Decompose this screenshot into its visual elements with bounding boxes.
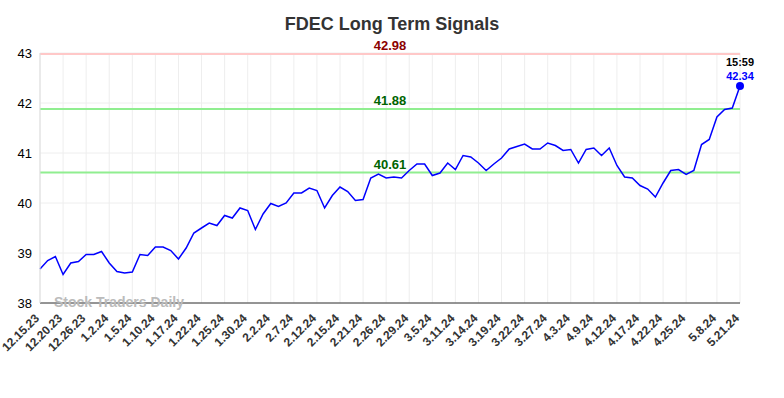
svg-text:1.10.24: 1.10.24 <box>119 311 158 350</box>
svg-text:41.88: 41.88 <box>374 93 407 108</box>
svg-text:4.12.24: 4.12.24 <box>580 311 619 350</box>
svg-text:2.7.24: 2.7.24 <box>262 311 296 345</box>
html-text:FDEC Long Term Signals: FDEC Long Term Signals <box>284 14 500 34</box>
svg-text:40: 40 <box>18 196 32 211</box>
svg-text:43: 43 <box>18 46 32 61</box>
svg-text:1.5.24: 1.5.24 <box>100 311 135 345</box>
svg-text:5.8.24: 5.8.24 <box>685 311 719 345</box>
svg-text:3.22.24: 3.22.24 <box>488 311 527 350</box>
svg-text:42: 42 <box>18 96 32 111</box>
svg-text:3.27.24: 3.27.24 <box>511 311 550 350</box>
svg-text:1.25.24: 1.25.24 <box>188 311 227 350</box>
svg-text:2.2.24: 2.2.24 <box>239 311 273 345</box>
svg-text:4.25.24: 4.25.24 <box>650 311 688 349</box>
svg-text:4.17.24: 4.17.24 <box>603 311 643 350</box>
svg-text:4.22.24: 4.22.24 <box>627 311 666 350</box>
svg-text:2.26.24: 2.26.24 <box>350 311 389 350</box>
svg-text:12.26.23: 12.26.23 <box>45 311 89 355</box>
svg-text:42.98: 42.98 <box>374 38 407 53</box>
svg-text:3.14.24: 3.14.24 <box>442 311 481 350</box>
svg-text:1.17.24: 1.17.24 <box>142 311 181 350</box>
svg-text:40.61: 40.61 <box>374 157 407 172</box>
svg-text:3.19.24: 3.19.24 <box>465 311 504 350</box>
svg-text:1.2.24: 1.2.24 <box>77 311 112 345</box>
svg-text:2.15.24: 2.15.24 <box>303 311 343 350</box>
svg-text:2.12.24: 2.12.24 <box>280 311 319 350</box>
svg-text:4.3.24: 4.3.24 <box>539 311 573 345</box>
svg-text:41: 41 <box>18 146 32 161</box>
svg-text:2.29.24: 2.29.24 <box>373 311 412 350</box>
svg-text:4.9.24: 4.9.24 <box>562 311 596 345</box>
svg-text:1.22.24: 1.22.24 <box>165 311 204 350</box>
svg-text:39: 39 <box>18 246 32 261</box>
svg-text:42.34: 42.34 <box>726 70 754 82</box>
html-text:Stock Traders Daily: Stock Traders Daily <box>54 294 184 310</box>
svg-text:12.20.23: 12.20.23 <box>22 311 66 355</box>
svg-text:38: 38 <box>18 296 32 311</box>
svg-text:3.11.24: 3.11.24 <box>419 311 458 349</box>
svg-text:1.30.24: 1.30.24 <box>211 311 250 350</box>
svg-text:3.5.24: 3.5.24 <box>400 311 435 345</box>
svg-text:15:59: 15:59 <box>726 56 754 68</box>
svg-text:2.21.24: 2.21.24 <box>327 311 366 350</box>
svg-text:5.21.24: 5.21.24 <box>704 311 742 349</box>
